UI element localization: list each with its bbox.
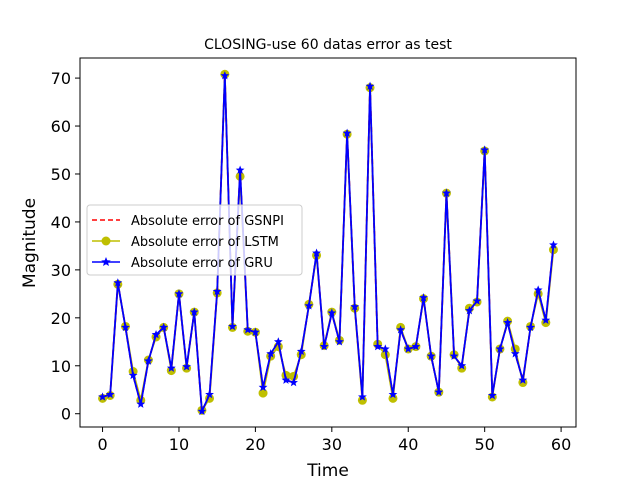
data-point-gru — [526, 322, 535, 332]
data-point-gru — [166, 363, 176, 372]
y-tick-label: 60 — [51, 117, 71, 136]
x-axis-label: Time — [306, 461, 349, 480]
x-tick-label: 50 — [474, 435, 494, 454]
data-point-gru — [121, 322, 130, 332]
data-point-gru — [457, 361, 467, 370]
data-point-gru — [251, 327, 260, 336]
y-tick-label: 0 — [61, 405, 71, 424]
ticks: 0 10 20 30 40 50 60 0 10 20 30 40 50 60 70 — [51, 69, 572, 454]
data-point-gru — [182, 362, 191, 371]
data-point-gru — [426, 351, 436, 360]
data-point-gru — [281, 375, 291, 384]
y-tick-label: 40 — [51, 213, 71, 232]
data-point-gru — [495, 344, 505, 353]
data-point-gru — [388, 389, 398, 399]
x-tick-label: 30 — [322, 435, 342, 454]
data-point-gru — [449, 351, 459, 360]
data-point-gru — [358, 392, 367, 401]
data-point-gru — [205, 389, 214, 399]
data-point-gru — [159, 322, 169, 332]
series-gru — [98, 71, 558, 416]
data-point-gru — [319, 341, 329, 351]
data-point-gru — [434, 387, 444, 396]
data-point-gru — [503, 318, 512, 327]
data-point-gru — [465, 306, 474, 315]
legend-label-gru: Absolute error of GRU — [131, 256, 273, 271]
data-point-lstm — [258, 388, 268, 398]
data-point-gru — [411, 341, 421, 351]
data-point-gru — [144, 356, 153, 365]
data-point-gru — [189, 307, 199, 316]
legend-marker-gru — [101, 257, 111, 267]
legend-box — [86, 204, 303, 276]
data-point-lstm — [357, 395, 367, 405]
legend-marker-lstm — [101, 236, 111, 246]
y-tick-label: 50 — [51, 165, 71, 184]
data-point-gru — [258, 382, 268, 392]
series-line-gru — [102, 74, 555, 413]
data-point-gru — [472, 296, 482, 305]
data-point-gru — [365, 81, 375, 90]
y-axis-label: Magnitude — [20, 198, 40, 288]
data-point-gru — [403, 344, 413, 353]
data-point-gru — [373, 341, 383, 351]
data-point-gru — [105, 389, 115, 399]
data-point-gru — [335, 337, 344, 346]
data-point-gru — [342, 128, 352, 137]
data-point-gru — [98, 392, 107, 401]
data-point-gru — [235, 165, 245, 174]
x-tick-label: 10 — [169, 435, 189, 454]
data-point-gru — [312, 248, 321, 257]
x-tick-label: 40 — [398, 435, 418, 454]
legend-label-gsnpi: Absolute error of GSNPI — [131, 214, 284, 229]
x-tick-label: 0 — [97, 435, 107, 454]
legend: Absolute error of GSNPI Absolute error o… — [86, 204, 303, 276]
data-point-gru — [243, 325, 253, 334]
data-point-gru — [533, 285, 543, 294]
data-point-gru — [380, 344, 390, 353]
data-point-gru — [304, 301, 314, 310]
data-point-gru — [327, 308, 337, 317]
data-point-gru — [487, 390, 497, 400]
data-point-gru — [419, 293, 428, 302]
data-point-gru — [128, 370, 138, 380]
data-point-gru — [273, 337, 283, 346]
data-point-gru — [510, 349, 520, 358]
data-point-gru — [296, 346, 306, 356]
data-point-gru — [350, 302, 360, 311]
x-tick-label: 20 — [245, 435, 265, 454]
data-point-gru — [518, 375, 528, 384]
data-point-gru — [136, 399, 146, 408]
y-tick-label: 10 — [51, 357, 71, 376]
data-point-gru — [151, 330, 161, 339]
data-point-gru — [541, 315, 551, 324]
data-point-gru — [549, 240, 558, 249]
data-point-gru — [442, 188, 451, 197]
data-point-gru — [113, 278, 123, 287]
data-point-gru — [197, 406, 207, 416]
legend-label-lstm: Absolute error of LSTM — [131, 235, 279, 250]
y-tick-label: 20 — [51, 309, 71, 328]
data-point-gru — [289, 377, 298, 387]
data-point-lstm — [388, 393, 398, 403]
data-point-gru — [396, 325, 405, 334]
chart-title: CLOSING-use 60 datas error as test — [204, 37, 452, 53]
series-layer — [98, 69, 558, 416]
data-point-gru — [220, 71, 230, 80]
axes-frame — [79, 57, 577, 428]
data-point-gru — [174, 289, 184, 298]
y-tick-label: 30 — [51, 261, 71, 280]
data-point-gru — [480, 145, 490, 154]
data-point-gru — [266, 349, 276, 358]
x-tick-label: 60 — [551, 435, 571, 454]
data-point-gru — [212, 286, 222, 296]
data-point-gru — [228, 321, 237, 331]
y-tick-label: 70 — [51, 69, 71, 88]
